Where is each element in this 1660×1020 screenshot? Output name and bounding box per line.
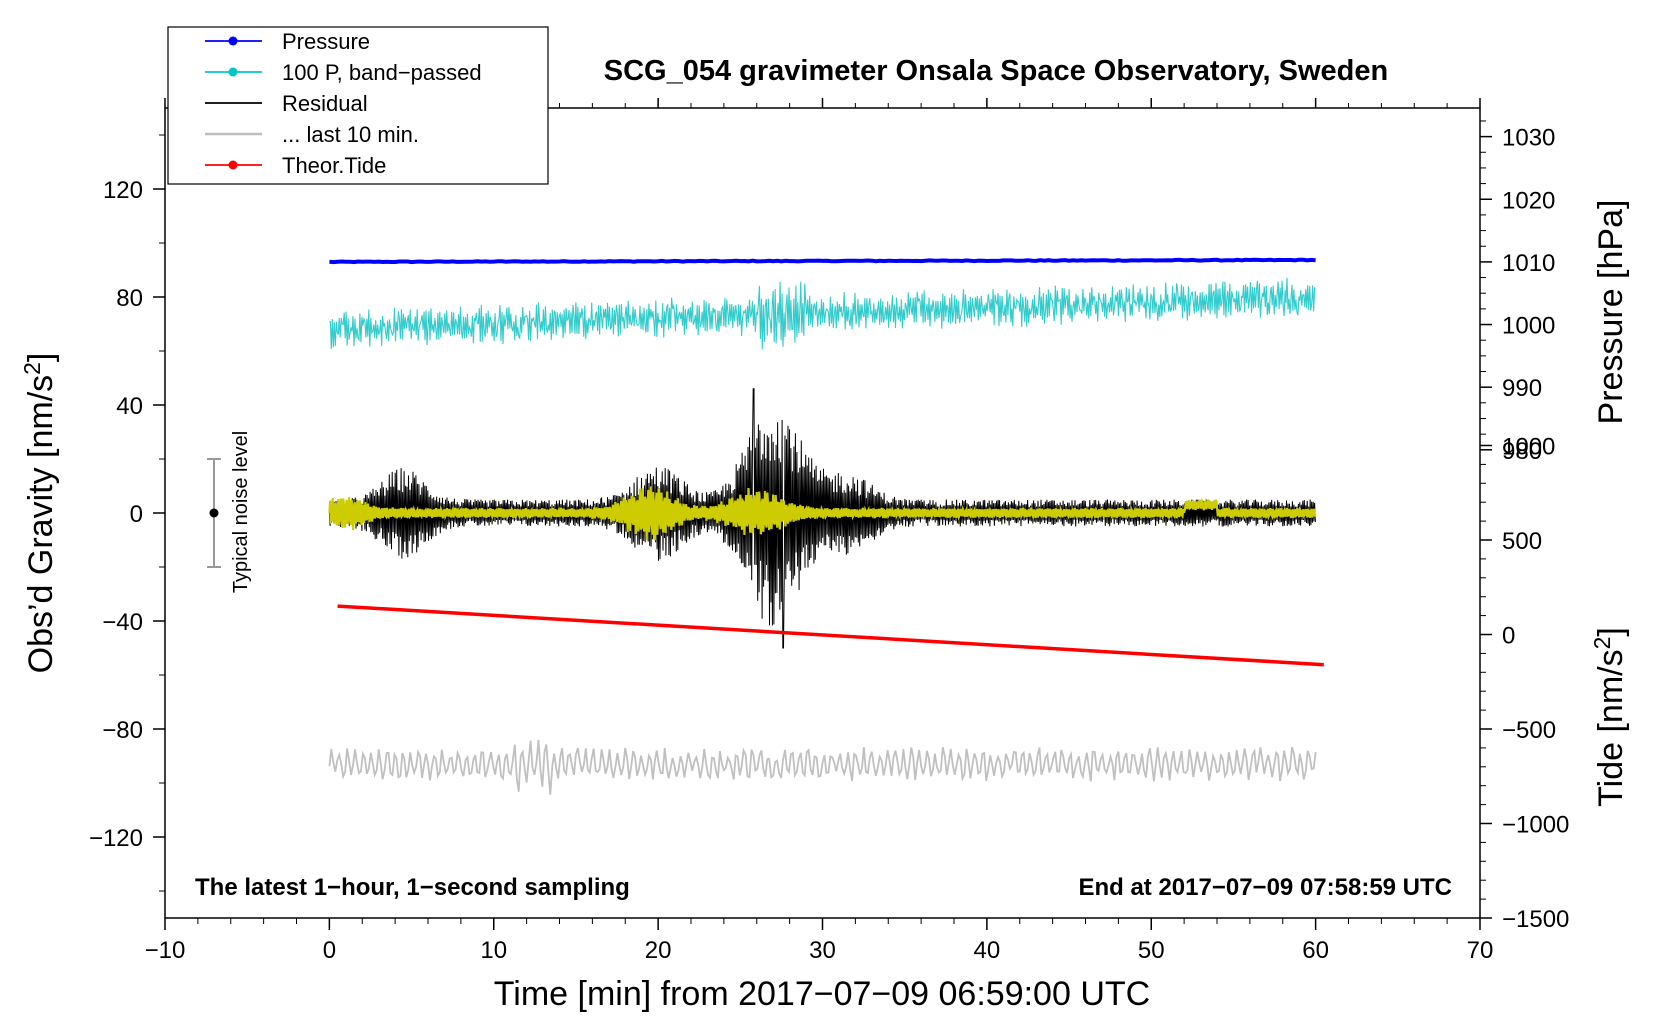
annotation-left: The latest 1−hour, 1−second sampling [195, 874, 630, 901]
pressure-line [329, 257, 1316, 265]
pressure-tick-label: 1030 [1502, 125, 1555, 152]
noise-level-indicator: Typical noise level [207, 431, 252, 593]
x-tick-label: 50 [1138, 937, 1165, 964]
last-10-min-line [328, 739, 1317, 795]
chart-title: SCG_054 gravimeter Onsala Space Observat… [604, 55, 1388, 87]
x-tick-label: 0 [323, 937, 336, 964]
tide-tick-label: −500 [1502, 717, 1556, 744]
axes-layer: −10 0 10 20 30 40 50 60 7012080400−40−80−1201030… [89, 98, 1569, 964]
tide-tick-label: −1000 [1502, 812, 1569, 839]
pressure-tick-label: 980 [1502, 438, 1542, 465]
tide-label-suffix: ] [1592, 627, 1630, 636]
residual-smoothed-line [328, 486, 1317, 541]
y-left-label-suffix: ] [22, 353, 60, 362]
y-axis-label-tide: Tide [nm/s2] [1589, 627, 1630, 807]
y-axis-label-left: Obs’d Gravity [nm/s2] [19, 353, 60, 674]
x-axis-label: Time [min] from 2017−07−09 06:59:00 UTC [494, 975, 1150, 1013]
legend-swatch-marker [228, 67, 238, 77]
legend-label: Residual [282, 91, 368, 116]
noise-dot [209, 508, 219, 518]
y-left-tick-label: 40 [116, 393, 143, 420]
y-left-tick-label: 120 [103, 177, 143, 204]
y-left-tick-label: −40 [102, 609, 143, 636]
x-tick-label: 40 [974, 937, 1001, 964]
y-axis-label-pressure: Pressure [hPa] [1592, 200, 1630, 425]
legend-label: Theor.Tide [282, 153, 386, 178]
tide-label-prefix: Tide [nm/s [1592, 649, 1630, 806]
x-tick-label: 20 [645, 937, 672, 964]
legend-box [167, 26, 549, 185]
tide-tick-label: 1000 [1502, 434, 1555, 461]
y-left-tick-label: 80 [116, 285, 143, 312]
legend-label: Pressure [282, 29, 370, 54]
legend-swatch-marker [228, 160, 238, 170]
pressure-tick-label: 1010 [1502, 250, 1555, 277]
annotation-right: End at 2017−07−09 07:58:59 UTC [1078, 874, 1452, 901]
x-tick-label: −10 [145, 937, 186, 964]
theor-tide-line [337, 604, 1324, 667]
noise-label: Typical noise level [230, 431, 252, 593]
y-left-tick-label: −80 [102, 717, 143, 744]
y-left-tick-label: 0 [130, 501, 143, 528]
series-layer [328, 257, 1324, 795]
legend: Pressure 100 P, band−passed Residual ... la… [167, 26, 549, 185]
legend-swatch-marker [228, 36, 238, 46]
bandpassed-line [329, 277, 1316, 350]
tide-tick-label: 0 [1502, 623, 1515, 650]
legend-label: ... last 10 min. [282, 122, 419, 147]
pressure-tick-label: 1000 [1502, 313, 1555, 340]
x-tick-label: 10 [480, 937, 507, 964]
y-left-label-prefix: Obs’d Gravity [nm/s [22, 375, 60, 674]
legend-label: 100 P, band−passed [282, 60, 482, 85]
y-left-tick-label: −120 [89, 825, 143, 852]
x-tick-label: 30 [809, 937, 836, 964]
pressure-tick-label: 1020 [1502, 187, 1555, 214]
pressure-tick-label: 990 [1502, 375, 1542, 402]
x-tick-label: 70 [1467, 937, 1494, 964]
x-tick-label: 60 [1302, 937, 1329, 964]
y-left-label-sup: 2 [19, 362, 45, 375]
tide-tick-label: −1500 [1502, 906, 1569, 933]
tide-tick-label: 500 [1502, 528, 1542, 555]
tide-label-sup: 2 [1589, 637, 1615, 650]
